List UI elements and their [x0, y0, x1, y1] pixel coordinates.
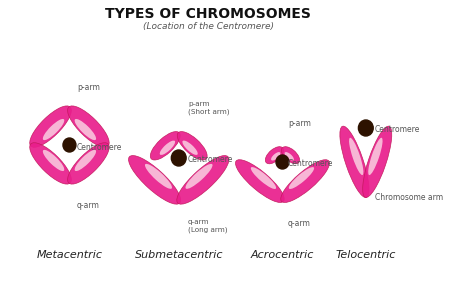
Ellipse shape	[68, 143, 109, 184]
Ellipse shape	[266, 147, 284, 164]
Ellipse shape	[150, 132, 180, 160]
Text: Centromere: Centromere	[288, 160, 333, 168]
Text: p-arm
(Short arm): p-arm (Short arm)	[188, 101, 230, 115]
Circle shape	[358, 120, 373, 136]
Ellipse shape	[289, 167, 314, 189]
Circle shape	[63, 138, 76, 152]
Ellipse shape	[340, 126, 369, 198]
Text: q-arm: q-arm	[77, 200, 100, 210]
Ellipse shape	[43, 119, 64, 140]
Text: (Location of the Centromere): (Location of the Centromere)	[143, 23, 274, 31]
Ellipse shape	[145, 164, 172, 189]
Text: Centromere: Centromere	[188, 156, 234, 164]
Text: p-arm: p-arm	[77, 82, 100, 92]
Ellipse shape	[177, 156, 229, 204]
Text: Centromere: Centromere	[375, 126, 420, 134]
Ellipse shape	[284, 152, 294, 160]
Ellipse shape	[177, 132, 207, 160]
Text: Acrocentric: Acrocentric	[251, 250, 314, 260]
Text: q-arm
(Long arm): q-arm (Long arm)	[188, 219, 228, 233]
Text: Submetacentric: Submetacentric	[135, 250, 223, 260]
Text: Centromere: Centromere	[77, 142, 122, 152]
Ellipse shape	[160, 140, 175, 155]
Text: Chromosome arm: Chromosome arm	[375, 194, 443, 202]
Text: Metacentric: Metacentric	[36, 250, 103, 260]
Ellipse shape	[43, 150, 64, 171]
Ellipse shape	[30, 106, 72, 147]
Ellipse shape	[75, 150, 96, 171]
Ellipse shape	[281, 147, 300, 164]
Ellipse shape	[363, 126, 392, 198]
Circle shape	[276, 155, 289, 169]
Text: TYPES OF CHROMOSOMES: TYPES OF CHROMOSOMES	[105, 7, 311, 21]
Ellipse shape	[368, 138, 382, 175]
Ellipse shape	[271, 152, 280, 160]
Ellipse shape	[251, 167, 276, 189]
Ellipse shape	[30, 143, 72, 184]
Ellipse shape	[68, 106, 109, 147]
Text: q-arm: q-arm	[288, 219, 311, 229]
Ellipse shape	[75, 119, 96, 140]
Ellipse shape	[349, 138, 364, 175]
Ellipse shape	[129, 156, 181, 204]
Text: Telocentric: Telocentric	[336, 250, 396, 260]
Ellipse shape	[235, 160, 284, 202]
Ellipse shape	[185, 164, 212, 189]
Text: p-arm: p-arm	[288, 120, 311, 128]
Ellipse shape	[281, 160, 329, 202]
Circle shape	[171, 150, 186, 166]
Ellipse shape	[182, 140, 198, 155]
